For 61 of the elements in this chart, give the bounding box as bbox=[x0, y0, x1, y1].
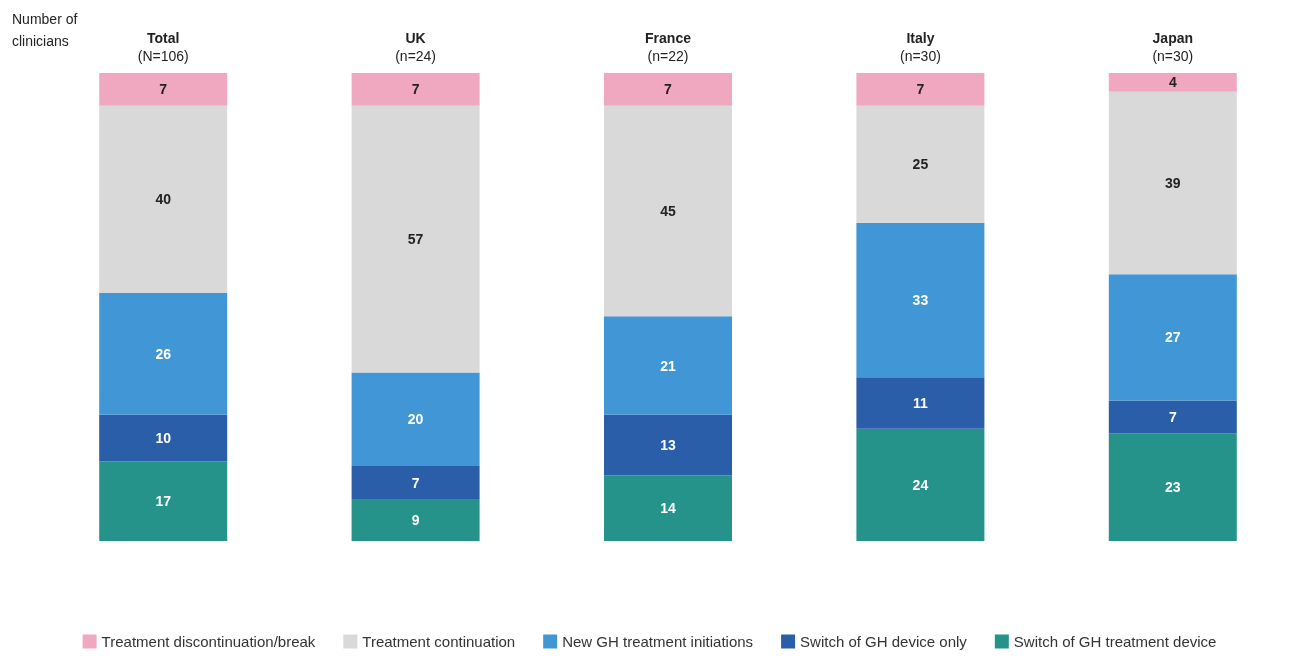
data-label: 25 bbox=[912, 156, 929, 173]
bar bbox=[99, 461, 228, 541]
bar bbox=[1108, 73, 1237, 92]
data-label: 27 bbox=[1165, 329, 1181, 346]
data-label: 9 bbox=[411, 511, 420, 528]
data-label: 7 bbox=[159, 81, 168, 98]
legend-label: Treatment continuation bbox=[362, 633, 516, 650]
x-tick-label: Total (N=106) bbox=[137, 30, 189, 64]
legend-label: New GH treatment initiations bbox=[562, 633, 754, 650]
x-tick-label: UK (n=24) bbox=[395, 30, 437, 64]
data-label: 57 bbox=[407, 231, 424, 248]
bar bbox=[99, 105, 228, 293]
data-label: 7 bbox=[1168, 408, 1177, 425]
y-axis-title: Number of clinicians bbox=[12, 11, 78, 49]
bar bbox=[351, 466, 480, 499]
data-label: 17 bbox=[155, 493, 172, 510]
bar bbox=[856, 428, 985, 541]
legend-label: Treatment discontinuation/break bbox=[101, 633, 316, 650]
bar bbox=[604, 105, 732, 317]
data-label: 39 bbox=[1165, 174, 1181, 191]
bar bbox=[351, 73, 480, 106]
data-label: 45 bbox=[660, 203, 676, 220]
data-label: 23 bbox=[1165, 479, 1181, 496]
bar bbox=[351, 498, 480, 541]
data-label: 20 bbox=[407, 411, 424, 428]
data-label: 4 bbox=[1168, 74, 1177, 91]
bar bbox=[351, 105, 480, 373]
data-label: 14 bbox=[660, 500, 676, 517]
bar bbox=[351, 372, 480, 467]
bar bbox=[856, 105, 985, 223]
data-label: 13 bbox=[660, 437, 676, 454]
bar bbox=[99, 292, 228, 415]
legend-label: Switch of GH device only bbox=[800, 633, 968, 650]
bar bbox=[604, 414, 732, 476]
data-label: 7 bbox=[916, 81, 925, 98]
bar bbox=[856, 377, 985, 429]
data-label: 21 bbox=[660, 357, 676, 374]
legend-label: Switch of GH treatment device bbox=[1013, 633, 1217, 650]
bar bbox=[1108, 91, 1237, 275]
bar bbox=[1108, 400, 1237, 434]
bar bbox=[99, 414, 228, 462]
data-label: 11 bbox=[912, 394, 929, 411]
data-label: 33 bbox=[912, 291, 929, 308]
data-label: 7 bbox=[411, 81, 420, 98]
bar bbox=[1108, 274, 1237, 401]
data-label: 24 bbox=[912, 476, 929, 493]
bar bbox=[604, 475, 732, 541]
bar bbox=[1108, 433, 1237, 541]
data-label: 26 bbox=[155, 345, 172, 362]
x-tick-label: Italy (n=30) bbox=[899, 30, 941, 64]
data-label: 40 bbox=[155, 191, 172, 208]
data-label: 7 bbox=[664, 81, 673, 98]
x-tick-label: France (n=22) bbox=[645, 30, 692, 64]
bar bbox=[856, 222, 985, 378]
x-tick-label: Japan (n=30) bbox=[1152, 30, 1194, 64]
bar bbox=[856, 73, 985, 106]
bar bbox=[604, 73, 732, 106]
bar bbox=[604, 316, 732, 415]
bar bbox=[99, 73, 228, 106]
data-label: 10 bbox=[155, 430, 172, 447]
data-label: 7 bbox=[411, 474, 420, 491]
